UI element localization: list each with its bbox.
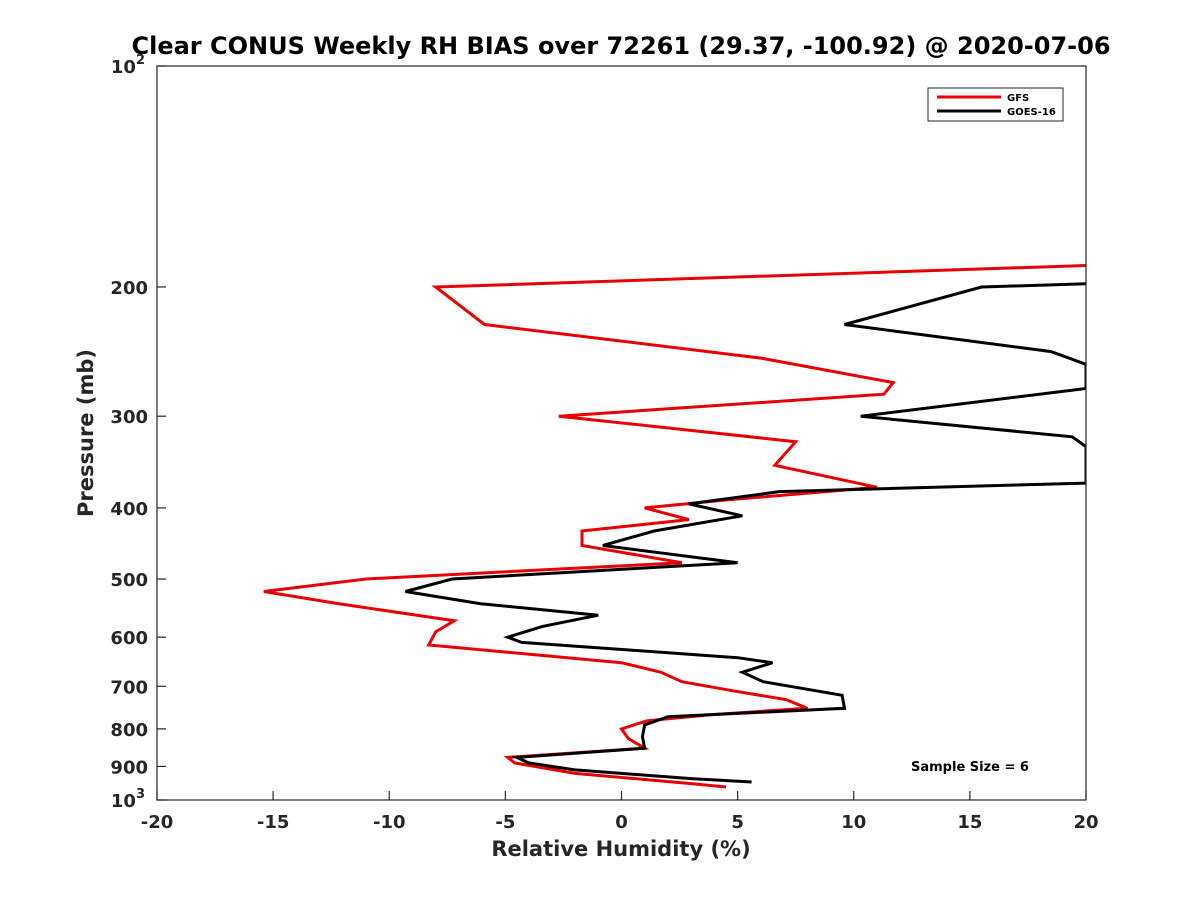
- y-tick-label: 900: [110, 757, 148, 778]
- x-axis-label: Relative Humidity (%): [491, 837, 750, 861]
- legend: GFS GOES-16: [927, 87, 1064, 122]
- x-tick-label: -5: [495, 812, 515, 833]
- y-tick-label: 102: [111, 53, 145, 78]
- ticks-layer: -20 -15 -10 -5 0 5 10 15 20 102 200 300 400 500 600 700…: [110, 53, 1098, 833]
- x-tick-label: 0: [615, 812, 628, 833]
- y-tick-label: 800: [110, 720, 148, 741]
- legend-label: GFS: [1007, 93, 1029, 104]
- series-line-1: [405, 282, 1086, 784]
- y-tick-label: 200: [110, 278, 148, 299]
- legend-label: GOES-16: [1007, 107, 1056, 118]
- sample-size-annotation: Sample Size = 6: [911, 760, 1029, 775]
- x-tick-label: 10: [841, 812, 866, 833]
- y-tick-label: 400: [110, 499, 148, 520]
- x-tick-label: -15: [257, 812, 290, 833]
- y-tick-label: 500: [110, 570, 148, 591]
- x-tick-label: -10: [373, 812, 406, 833]
- legend-items: GFS GOES-16: [937, 93, 1056, 118]
- y-tick-label: 300: [110, 407, 148, 428]
- legend-box: [927, 87, 1064, 122]
- x-tick-label: 5: [731, 812, 744, 833]
- y-axis-label: Pressure (mb): [74, 349, 98, 517]
- plot-axes-box: [156, 65, 1087, 801]
- series-layer: [263, 264, 1086, 789]
- chart-title: Clear CONUS Weekly RH BIAS over 72261 (2…: [131, 32, 1110, 60]
- y-tick-label: 103: [111, 787, 145, 812]
- y-tick-label: 600: [110, 628, 148, 649]
- x-tick-label: 15: [957, 812, 982, 833]
- series-line-0: [263, 264, 1086, 789]
- y-tick-label: 700: [110, 677, 148, 698]
- x-tick-label: -20: [141, 812, 174, 833]
- x-tick-label: 20: [1073, 812, 1098, 833]
